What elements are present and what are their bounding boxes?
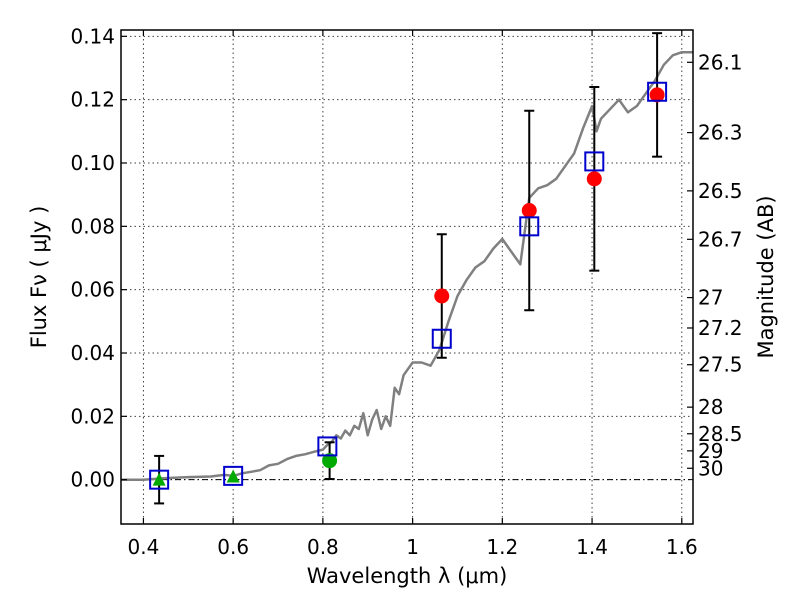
y-tick-label: 0.00 — [70, 468, 115, 492]
magnitude-tick-label: 26.5 — [698, 179, 743, 203]
observed-flux-point — [322, 453, 338, 469]
model-band-flux-square — [223, 465, 244, 486]
magnitude-tick-label: 26.3 — [698, 121, 743, 145]
model-band-flux-square — [647, 81, 668, 102]
model-band-flux-square — [149, 469, 170, 490]
magnitude-tick-label: 26.1 — [698, 50, 743, 74]
magnitude-tick-label: 27.2 — [698, 316, 743, 340]
upper-limit-point — [152, 472, 166, 486]
upper-limit-point — [226, 469, 240, 483]
x-tick-label: 1.6 — [666, 535, 698, 559]
observed-flux-point — [434, 288, 450, 304]
plot-area — [121, 32, 693, 505]
observed-flux-point — [586, 171, 602, 187]
x-tick-label: 0.8 — [307, 535, 339, 559]
grid — [121, 30, 693, 524]
magnitude-tick-label: 27.5 — [698, 353, 743, 377]
observed-flux-point — [521, 203, 537, 218]
magnitude-tick-label: 26.7 — [698, 227, 743, 251]
y-tick-label: 0.10 — [70, 151, 115, 175]
y-tick-label: 0.12 — [70, 88, 115, 112]
y-tick-label: 0.06 — [70, 278, 115, 302]
x-tick-label: 1.2 — [486, 535, 518, 559]
y-tick-label: 0.08 — [70, 214, 115, 238]
y-tick-label: 0.04 — [70, 341, 115, 365]
magnitude-tick-label: 28.5 — [698, 422, 743, 446]
x-tick-label: 0.4 — [128, 535, 160, 559]
model-band-flux-square — [584, 151, 605, 172]
plot-frame — [120, 29, 694, 525]
magnitude-tick-label: 28 — [698, 395, 723, 419]
x-tick-label: 0.6 — [217, 535, 249, 559]
magnitude-tick-label: 27 — [698, 286, 723, 310]
x-tick-label: 1 — [406, 535, 419, 559]
y-tick-label: 0.02 — [70, 404, 115, 428]
magnitude-tick-label: 30 — [698, 456, 723, 480]
model-band-flux-square — [317, 436, 338, 457]
right-axis-title: Magnitude (AB) — [754, 195, 778, 358]
x-axis-title: Wavelength λ (μm) — [307, 564, 508, 588]
model-band-flux-square — [431, 328, 452, 349]
x-tick-label: 1.4 — [576, 535, 608, 559]
model-band-flux-square — [519, 216, 540, 237]
magnitude-tick-label: 29 — [698, 439, 723, 463]
y-tick-label: 0.14 — [70, 24, 115, 48]
model-spectrum-line — [121, 50, 693, 481]
axis-ticks: 0.4 0.6 0.8 1 1.2 1.4 1.6 0.00 0.02 0.04 0.06 0.08 0… — [70, 24, 742, 559]
y-axis-title: Flux Fν ( μJy ) — [27, 206, 51, 349]
observed-flux-point — [649, 87, 665, 103]
